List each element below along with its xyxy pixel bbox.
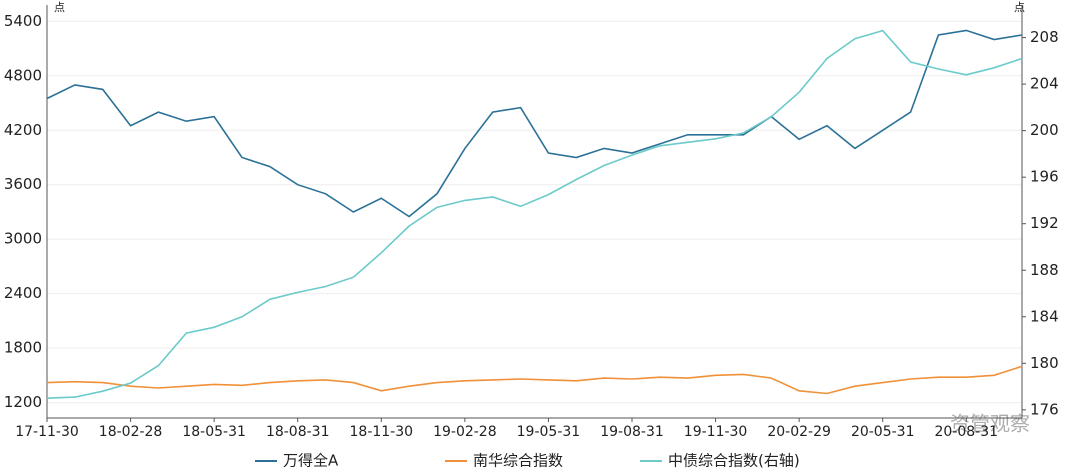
legend-label: 万得全A	[283, 452, 339, 470]
x-tick-label: 18-08-31	[266, 424, 330, 440]
y2-unit: 点	[1014, 1, 1025, 14]
y2-tick-label: 176	[1030, 400, 1059, 418]
y-unit: 点	[54, 1, 65, 14]
series-line	[46, 29, 1023, 399]
watermark: 资管观察	[950, 412, 1030, 436]
y-tick-label: 3600	[4, 175, 42, 193]
y-tick-label: 5400	[4, 12, 42, 30]
x-tick-label: 20-08-31	[935, 424, 999, 440]
series-line	[46, 365, 1023, 395]
y2-tick-label: 196	[1030, 168, 1059, 186]
x-tick-label: 18-11-30	[350, 424, 414, 440]
x-tick-label: 18-05-31	[182, 424, 246, 440]
x-tick-label: 19-05-31	[517, 424, 581, 440]
x-tick-label: 19-08-31	[600, 424, 664, 440]
y2-tick-label: 192	[1030, 214, 1059, 232]
y-tick-label: 4200	[4, 121, 42, 139]
y2-tick-label: 188	[1030, 261, 1059, 279]
y2-tick-label: 204	[1030, 75, 1059, 93]
y2-tick-label: 180	[1030, 354, 1059, 372]
y2-tick-label: 184	[1030, 307, 1059, 325]
x-tick-label: 20-02-29	[767, 424, 831, 440]
y-tick-label: 1800	[4, 339, 42, 357]
x-tick-label: 18-02-28	[99, 424, 163, 440]
y-tick-label: 3000	[4, 230, 42, 248]
y-tick-label: 1200	[4, 393, 42, 411]
x-tick-label: 19-02-28	[433, 424, 497, 440]
y2-tick-label: 208	[1030, 28, 1059, 46]
legend-label: 中债综合指数(右轴)	[668, 452, 800, 470]
y2-tick-label: 200	[1030, 121, 1059, 139]
series-line	[46, 29, 1023, 218]
y-tick-label: 2400	[4, 284, 42, 302]
x-tick-label: 17-11-30	[15, 424, 79, 440]
x-tick-label: 19-11-30	[684, 424, 748, 440]
y-tick-label: 4800	[4, 66, 42, 84]
x-tick-label: 20-05-31	[851, 424, 915, 440]
legend-label: 南华综合指数	[473, 452, 563, 470]
